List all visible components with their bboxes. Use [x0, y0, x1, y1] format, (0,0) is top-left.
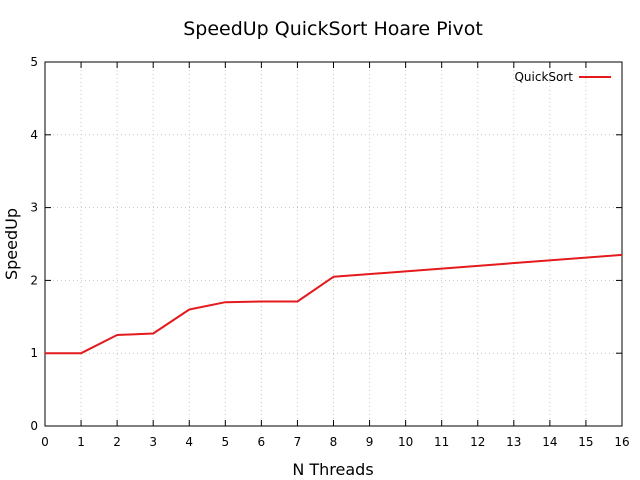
x-tick-label: 1 — [77, 435, 85, 449]
x-tick-label: 4 — [185, 435, 193, 449]
x-tick-label: 15 — [578, 435, 593, 449]
x-tick-label: 6 — [258, 435, 266, 449]
legend: QuickSort — [514, 70, 611, 84]
plot-frame — [44, 61, 623, 427]
x-tick-label: 11 — [434, 435, 449, 449]
axis-ticks — [44, 61, 623, 427]
x-tick-label: 12 — [470, 435, 485, 449]
x-tick-label: 2 — [113, 435, 121, 449]
y-tick-label: 3 — [30, 201, 38, 215]
y-axis-label: SpeedUp — [2, 208, 21, 280]
x-tick-label: 14 — [542, 435, 557, 449]
x-tick-label: 0 — [41, 435, 49, 449]
x-axis-label: N Threads — [292, 460, 373, 479]
y-tick-label: 2 — [30, 273, 38, 287]
legend-label-quicksort: QuickSort — [514, 70, 573, 84]
x-tick-label: 9 — [366, 435, 374, 449]
x-tick-label: 5 — [221, 435, 229, 449]
x-tick-label: 16 — [614, 435, 629, 449]
x-tick-label: 10 — [398, 435, 413, 449]
y-tick-label: 4 — [30, 128, 38, 142]
grid-lines — [44, 61, 623, 427]
series-lines — [45, 253, 623, 355]
chart-title: SpeedUp QuickSort Hoare Pivot — [183, 18, 483, 40]
y-tick-label: 5 — [30, 55, 38, 69]
x-tick-label: 7 — [294, 435, 302, 449]
x-tick-label: 8 — [330, 435, 338, 449]
y-tick-label: 0 — [30, 419, 38, 433]
y-tick-label: 1 — [30, 346, 38, 360]
x-tick-label: 3 — [149, 435, 157, 449]
series-line-quicksort — [45, 253, 623, 355]
x-tick-label: 13 — [506, 435, 521, 449]
